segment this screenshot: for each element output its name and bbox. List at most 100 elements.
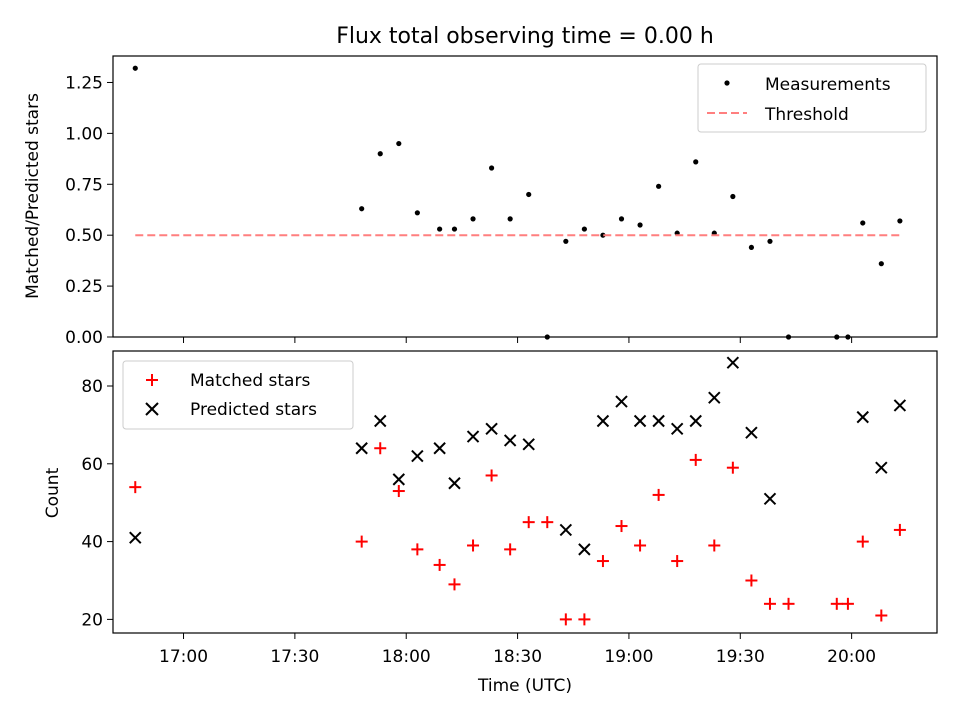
matched-star-point (578, 613, 591, 626)
predicted-star-point (745, 426, 758, 439)
x-tick-label: 17:30 (270, 647, 319, 667)
legend-predicted-label: Predicted stars (190, 400, 317, 420)
measurement-point (132, 65, 138, 71)
star-count-panel: 20 40 60 80 17:00 17:30 18:00 18:30 19:00 19:30 20… (81, 350, 938, 667)
measurement-point (377, 151, 383, 157)
predicted-star-point (689, 414, 702, 428)
matched-star-point (671, 555, 684, 568)
predicted-star-point (708, 391, 721, 404)
matched-star-point (708, 539, 721, 552)
y-tick-label: 60 (81, 455, 103, 475)
legend-matched-marker (146, 374, 158, 386)
plot-frame (112, 55, 938, 338)
measurement-point (897, 218, 903, 224)
measurement-point (544, 334, 550, 340)
predicted-star-point (355, 442, 368, 455)
x-tick-label: 19:30 (716, 647, 765, 667)
measurement-point (581, 226, 587, 232)
matched-star-point (763, 597, 776, 610)
matched-star-point (355, 535, 368, 548)
y-axis-label-ratio: Matched/Predicted stars (23, 93, 43, 299)
matched-star-point (830, 597, 843, 610)
measurement-point (396, 140, 402, 147)
matched-star-point (433, 558, 446, 571)
predicted-star-point (466, 430, 480, 443)
predicted-star-point (893, 399, 907, 412)
measurement-point (488, 165, 495, 171)
y-tick-label: 0.50 (65, 226, 103, 246)
measurement-point (767, 238, 773, 244)
matched-star-point (875, 609, 888, 622)
y-tick-label: 80 (81, 377, 103, 397)
x-tick-label: 18:30 (493, 647, 542, 667)
measurement-point (637, 222, 643, 228)
y-tick-label: 1.25 (65, 73, 103, 93)
matched-star-point (485, 469, 498, 482)
legend-bottom: Matched stars Predicted stars (122, 360, 354, 430)
predicted-star-point (596, 414, 610, 428)
predicted-star-point (670, 422, 684, 436)
matched-star-point (782, 597, 795, 610)
measurement-point (693, 159, 699, 165)
matched-star-point (634, 539, 647, 552)
predicted-star-point (522, 438, 535, 451)
y-tick-label: 1.00 (65, 124, 103, 144)
x-tick-label: 17:00 (159, 647, 208, 667)
predicted-star-point (503, 434, 517, 447)
measurement-point (563, 238, 569, 244)
measurement-point (845, 334, 851, 340)
measurement-point (834, 334, 840, 340)
matched-star-point (745, 574, 758, 587)
measurement-point (785, 334, 792, 340)
predicted-star-point (129, 531, 142, 544)
predicted-star-point (433, 442, 446, 455)
matched-star-point (726, 461, 739, 474)
measurement-point (414, 210, 420, 216)
legend-measurements-marker (724, 80, 730, 86)
measurement-point (600, 232, 606, 238)
measurement-point (618, 216, 625, 222)
measurement-point (451, 226, 458, 232)
predicted-star-point (559, 523, 573, 537)
matched-star-point (596, 555, 609, 568)
predicted-star-point (374, 414, 387, 428)
y-tick-label: 0.25 (65, 277, 103, 297)
measurement-point (860, 220, 866, 226)
y-tick-label: 20 (81, 610, 103, 630)
measurement-point (656, 183, 662, 189)
measurement-point (437, 226, 443, 232)
predicted-star-point (448, 477, 461, 490)
predicted-star-point (392, 473, 406, 486)
predicted-star-point (578, 543, 591, 556)
measurement-point (359, 206, 365, 212)
legend-predicted-marker (145, 402, 159, 416)
chart-title: Flux total observing time = 0.00 h (336, 24, 714, 49)
matched-star-point (856, 535, 869, 548)
matched-star-point (467, 539, 480, 552)
matched-star-point (448, 578, 461, 591)
matched-star-point (522, 516, 535, 529)
matched-star-point (841, 597, 854, 610)
predicted-star-point (726, 356, 740, 369)
matched-star-point (129, 481, 142, 494)
predicted-star-point (615, 395, 628, 408)
x-axis-label: Time (UTC) (477, 676, 572, 696)
predicted-star-point (485, 422, 498, 436)
predicted-star-point (875, 461, 888, 474)
y-axis-label-count: Count (43, 467, 63, 518)
legend-top-frame (697, 63, 927, 133)
matched-star-point (374, 442, 387, 455)
matched-star-point (411, 543, 424, 556)
matched-star-point (504, 543, 517, 556)
legend-matched-label: Matched stars (190, 371, 310, 391)
y-tick-label: 0.00 (65, 328, 103, 348)
matched-star-point (392, 485, 405, 498)
matched-star-point (652, 488, 665, 501)
predicted-star-point (411, 449, 424, 463)
measurement-point (507, 216, 513, 222)
matched-star-point (615, 520, 628, 533)
measurement-point (526, 191, 532, 198)
predicted-star-point (652, 414, 665, 428)
legend-top: Measurements Threshold (697, 63, 927, 133)
